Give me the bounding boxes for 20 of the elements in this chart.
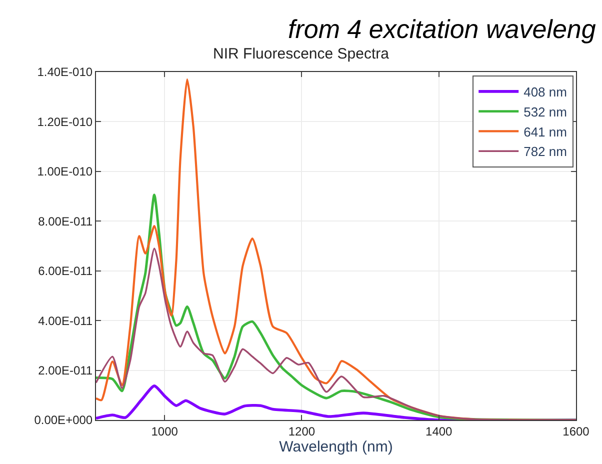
y-tick-label: 2.00E-011 [38, 363, 93, 378]
y-tick-label: 6.00E-011 [38, 264, 93, 278]
legend-label: 782 nm [524, 144, 567, 160]
chart-title: NIR Fluorescence Spectra [213, 46, 390, 63]
y-tick-label: 4.00E-011 [38, 314, 93, 328]
y-tick-label: 1.00E-010 [37, 164, 93, 179]
y-tick-label: 1.40E-010 [37, 65, 93, 80]
y-tick-label: 1.20E-010 [37, 114, 93, 129]
text: from 4 excitation waveleng [288, 14, 596, 44]
y-tick-label: 8.00E-011 [38, 214, 93, 228]
x-tick-label: 1600 [562, 424, 590, 438]
line-series [96, 248, 576, 420]
x-tick-label: 1000 [151, 424, 178, 438]
y-tick-label: 0.00E+000 [34, 413, 93, 428]
x-tick-label: 1400 [426, 424, 453, 438]
x-axis-title: Wavelength (nm) [279, 438, 393, 456]
legend-label: 641 nm [524, 124, 567, 140]
legend-label: 532 nm [524, 104, 567, 120]
x-tick-label: 1200 [288, 424, 316, 438]
legend-label: 408 nm [524, 84, 567, 100]
